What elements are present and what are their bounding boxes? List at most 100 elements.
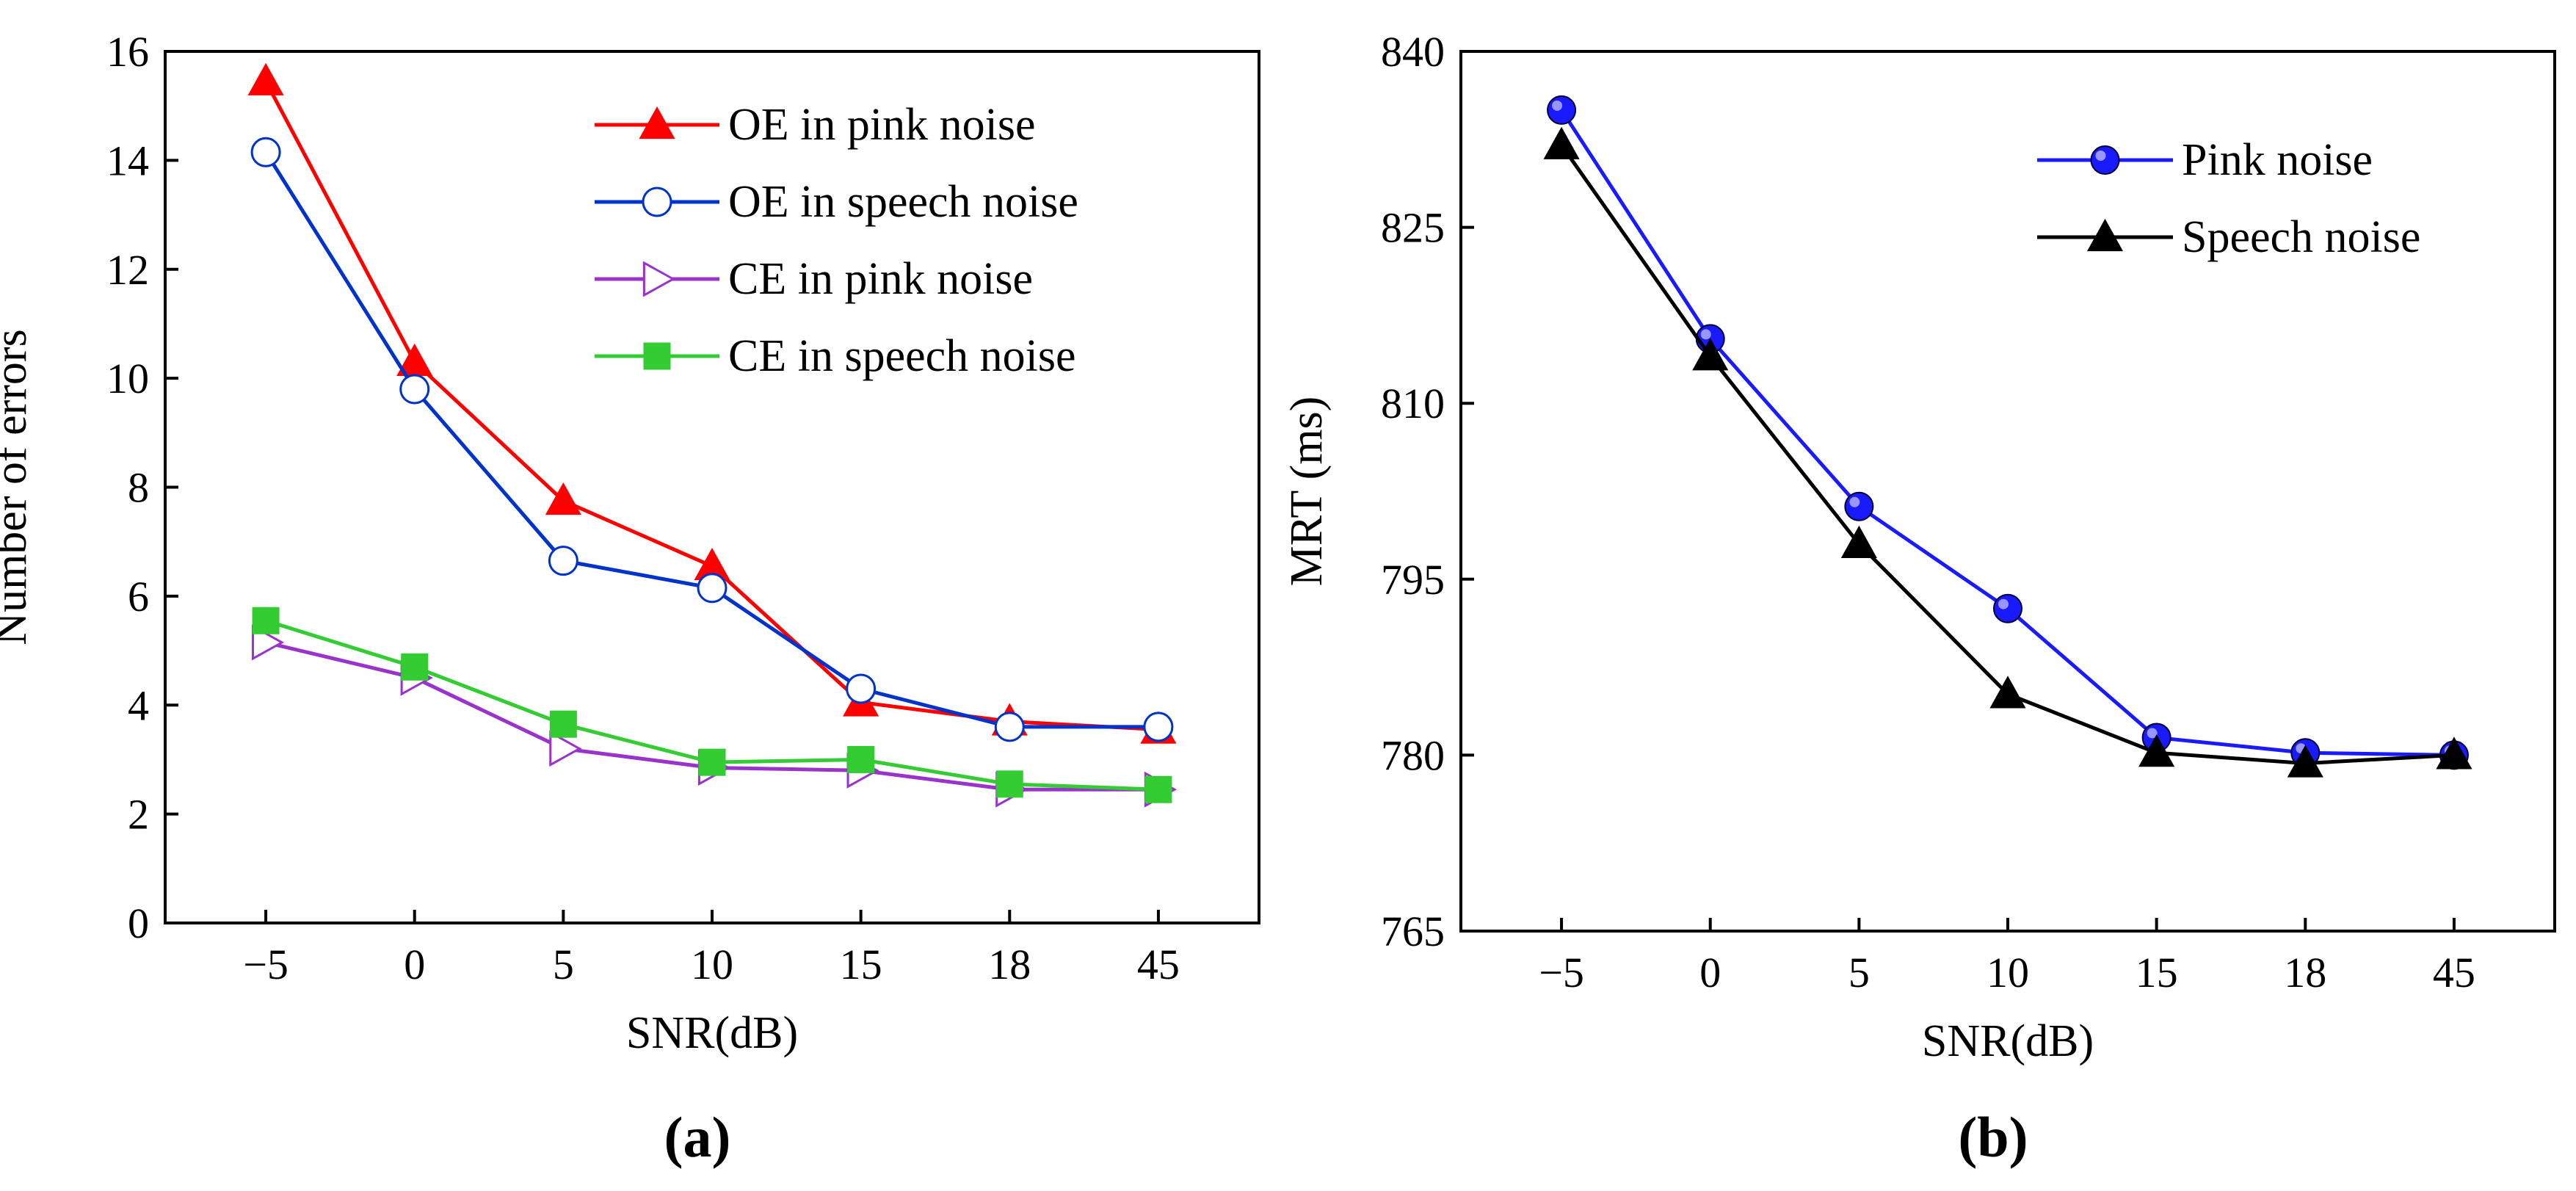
legend-marker: [639, 106, 675, 140]
x-tick-label: 10: [1987, 949, 2029, 996]
x-tick-label: 18: [988, 941, 1031, 988]
data-point: [549, 710, 577, 738]
legend-entry: Pink noise: [2037, 135, 2373, 185]
data-point: [1840, 525, 1877, 558]
data-point: [549, 731, 582, 767]
data-point-highlight: [2147, 728, 2158, 739]
x-tick-label: 45: [1137, 941, 1180, 988]
data-point-highlight: [1700, 329, 1711, 340]
series-0: [1547, 95, 2469, 770]
legend-entry: OE in speech noise: [595, 177, 1078, 227]
legend-label: CE in speech noise: [728, 331, 1076, 381]
y-tick-label: 12: [106, 246, 149, 294]
panel-label: (b): [1958, 1105, 2028, 1169]
data-point: [548, 546, 578, 576]
data-point: [1844, 491, 1874, 521]
series-0: [247, 62, 1177, 744]
legend-label: OE in pink noise: [728, 100, 1035, 150]
x-tick-label: 5: [553, 941, 574, 988]
data-point-highlight: [1552, 100, 1563, 111]
y-tick-label: 795: [1381, 556, 1445, 604]
y-tick-label: 14: [106, 137, 149, 184]
data-point: [2287, 745, 2323, 778]
y-axis-title: Number of errors: [0, 329, 36, 645]
legend-label: Pink noise: [2182, 135, 2373, 185]
y-tick-label: 0: [128, 899, 149, 947]
x-tick-label: −5: [1539, 949, 1584, 996]
legend-entry: Speech noise: [2037, 212, 2420, 262]
data-point: [1989, 676, 2026, 709]
y-tick-label: 16: [106, 28, 149, 76]
data-point: [2436, 736, 2472, 770]
x-tick-label: 15: [840, 941, 882, 988]
data-point: [1692, 338, 1729, 371]
panel-label: (a): [664, 1105, 731, 1169]
data-point: [697, 573, 728, 604]
x-tick-label: 0: [1699, 949, 1721, 996]
data-point: [1547, 95, 1577, 125]
series-2: [251, 624, 1178, 808]
y-tick-label: 765: [1381, 908, 1445, 955]
legend-label: Speech noise: [2182, 212, 2420, 262]
legend-label: OE in speech noise: [728, 177, 1078, 227]
data-point-highlight: [1998, 598, 2009, 609]
legend-marker: [642, 261, 676, 297]
y-tick-label: 8: [128, 464, 149, 512]
chart-panel-a: 0 2 4 6 8 10 12 14 16 −5 0 5 10 15 18 45 SNR(dB) Number o…: [0, 28, 1260, 1169]
data-point: [698, 748, 726, 776]
series-line: [1559, 109, 2454, 757]
data-point: [995, 770, 1023, 798]
x-tick-label: 10: [691, 941, 733, 988]
data-point: [252, 607, 280, 634]
x-tick-label: −5: [243, 941, 289, 988]
data-point: [545, 482, 581, 515]
y-tick-label: 840: [1381, 28, 1445, 76]
y-tick-label: 810: [1381, 380, 1445, 427]
x-tick-label: 45: [2433, 949, 2475, 996]
data-point: [399, 374, 430, 405]
legend-marker: [642, 187, 672, 217]
data-point-highlight: [1849, 496, 1860, 507]
data-point: [1143, 712, 1174, 742]
data-point: [251, 624, 285, 661]
y-tick-label: 2: [128, 791, 149, 839]
data-point: [250, 137, 281, 167]
data-point: [2138, 734, 2175, 767]
y-tick-label: 10: [106, 355, 149, 402]
legend-marker: [2086, 218, 2124, 252]
x-tick-label: 18: [2284, 949, 2326, 996]
series-1: [1543, 126, 2472, 778]
legend-entry: CE in speech noise: [595, 331, 1076, 381]
series-1: [250, 137, 1174, 742]
legend-entry: CE in pink noise: [595, 254, 1033, 304]
legend-marker: [643, 342, 671, 370]
plot-frame: [164, 50, 1260, 924]
y-tick-label: 825: [1381, 204, 1445, 252]
x-axis-title: SNR(dB): [1922, 1016, 2094, 1066]
x-tick-label: 15: [2136, 949, 2178, 996]
data-point: [401, 653, 429, 681]
data-point: [994, 712, 1025, 742]
data-point: [1543, 126, 1580, 159]
data-point: [847, 745, 875, 773]
series-line: [264, 151, 1158, 729]
y-tick-label: 4: [128, 681, 149, 729]
x-tick-label: 0: [404, 941, 425, 988]
series-3: [252, 607, 1172, 803]
plot-frame: [1459, 50, 2556, 933]
y-tick-label: 780: [1381, 731, 1445, 779]
x-axis-title: SNR(dB): [626, 1008, 798, 1058]
y-axis-title: MRT (ms): [1282, 397, 1332, 587]
legend-marker-highlight: [2095, 151, 2106, 161]
chart-panel-b: 765 780 795 810 825 840 −5 0 5 10 15 18 45 SNR(dB) MRT…: [1282, 28, 2556, 1169]
x-tick-label: 5: [1848, 949, 1870, 996]
data-point: [1144, 775, 1172, 803]
data-point: [846, 673, 877, 704]
y-tick-label: 6: [128, 573, 149, 620]
legend-label: CE in pink noise: [728, 254, 1033, 304]
data-point: [247, 62, 284, 95]
legend-entry: OE in pink noise: [595, 100, 1035, 150]
data-point: [1993, 593, 2022, 623]
legend-marker: [2090, 145, 2120, 175]
